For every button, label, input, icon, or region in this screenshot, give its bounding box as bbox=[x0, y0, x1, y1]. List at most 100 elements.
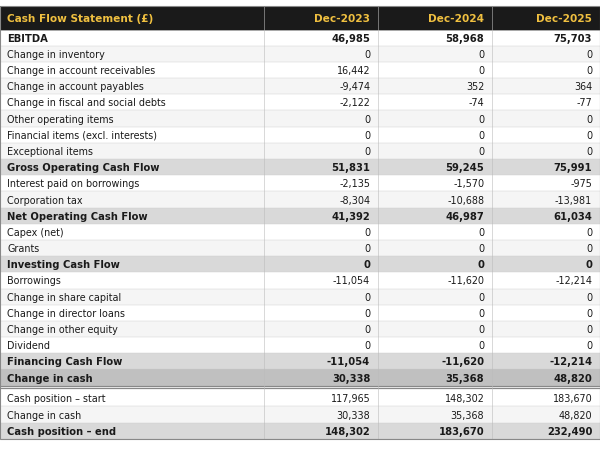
FancyBboxPatch shape bbox=[0, 127, 600, 143]
Text: Change in share capital: Change in share capital bbox=[7, 292, 121, 302]
Text: 0: 0 bbox=[478, 114, 484, 124]
Text: Borrowings: Borrowings bbox=[7, 276, 61, 286]
FancyBboxPatch shape bbox=[0, 111, 600, 127]
Text: 0: 0 bbox=[586, 114, 592, 124]
Text: 0: 0 bbox=[478, 50, 484, 60]
Text: -11,054: -11,054 bbox=[333, 276, 370, 286]
FancyBboxPatch shape bbox=[0, 95, 600, 111]
Text: 48,820: 48,820 bbox=[559, 410, 592, 420]
Text: 30,338: 30,338 bbox=[332, 373, 370, 383]
Text: Capex (net): Capex (net) bbox=[7, 228, 64, 238]
Text: Financial items (excl. interests): Financial items (excl. interests) bbox=[7, 131, 157, 141]
Text: 0: 0 bbox=[586, 340, 592, 350]
Text: 183,670: 183,670 bbox=[553, 394, 592, 404]
Text: 46,987: 46,987 bbox=[445, 211, 484, 221]
Text: -2,122: -2,122 bbox=[340, 98, 370, 108]
FancyBboxPatch shape bbox=[0, 406, 600, 423]
Text: Cash position – end: Cash position – end bbox=[7, 426, 116, 436]
Text: Dec-2025: Dec-2025 bbox=[536, 14, 592, 24]
Text: 352: 352 bbox=[466, 82, 484, 92]
Text: Financing Cash Flow: Financing Cash Flow bbox=[7, 357, 122, 367]
Text: Change in director loans: Change in director loans bbox=[7, 308, 125, 318]
FancyBboxPatch shape bbox=[0, 354, 600, 369]
Text: 75,703: 75,703 bbox=[554, 34, 592, 44]
Text: 0: 0 bbox=[364, 147, 370, 157]
Text: Change in cash: Change in cash bbox=[7, 410, 82, 420]
Text: -11,054: -11,054 bbox=[327, 357, 370, 367]
Text: 61,034: 61,034 bbox=[553, 211, 592, 221]
Text: 148,302: 148,302 bbox=[445, 394, 484, 404]
Text: Cash position – start: Cash position – start bbox=[7, 394, 106, 404]
Text: Change in account payables: Change in account payables bbox=[7, 82, 144, 92]
FancyBboxPatch shape bbox=[0, 192, 600, 208]
FancyBboxPatch shape bbox=[0, 390, 600, 406]
Text: 0: 0 bbox=[478, 228, 484, 238]
Text: Corporation tax: Corporation tax bbox=[7, 195, 83, 205]
Text: Net Operating Cash Flow: Net Operating Cash Flow bbox=[7, 211, 148, 221]
Text: 0: 0 bbox=[586, 260, 592, 270]
Text: 232,490: 232,490 bbox=[547, 426, 592, 436]
Text: Change in cash: Change in cash bbox=[7, 373, 93, 383]
FancyBboxPatch shape bbox=[0, 423, 600, 439]
Text: 0: 0 bbox=[364, 50, 370, 60]
Text: Dec-2023: Dec-2023 bbox=[314, 14, 370, 24]
Text: 0: 0 bbox=[478, 324, 484, 334]
Text: -10,688: -10,688 bbox=[447, 195, 484, 205]
Text: Dividend: Dividend bbox=[7, 340, 50, 350]
Text: -11,620: -11,620 bbox=[441, 357, 484, 367]
FancyBboxPatch shape bbox=[0, 289, 600, 305]
Text: 0: 0 bbox=[364, 228, 370, 238]
Text: 0: 0 bbox=[586, 147, 592, 157]
Text: 0: 0 bbox=[586, 131, 592, 141]
FancyBboxPatch shape bbox=[0, 305, 600, 321]
FancyBboxPatch shape bbox=[0, 224, 600, 240]
Text: -2,135: -2,135 bbox=[339, 179, 370, 189]
Text: 0: 0 bbox=[478, 340, 484, 350]
Text: 0: 0 bbox=[364, 243, 370, 253]
Text: 0: 0 bbox=[586, 292, 592, 302]
Text: 183,670: 183,670 bbox=[439, 426, 484, 436]
Text: EBITDA: EBITDA bbox=[7, 34, 48, 44]
Text: 0: 0 bbox=[364, 292, 370, 302]
FancyBboxPatch shape bbox=[0, 337, 600, 354]
Text: -74: -74 bbox=[469, 98, 484, 108]
FancyBboxPatch shape bbox=[0, 176, 600, 192]
Text: 51,831: 51,831 bbox=[331, 163, 370, 173]
Text: 0: 0 bbox=[478, 131, 484, 141]
Text: -8,304: -8,304 bbox=[339, 195, 370, 205]
Text: 0: 0 bbox=[364, 114, 370, 124]
Text: 0: 0 bbox=[478, 292, 484, 302]
Text: 0: 0 bbox=[478, 66, 484, 76]
Text: -77: -77 bbox=[577, 98, 592, 108]
FancyBboxPatch shape bbox=[0, 321, 600, 337]
Text: -1,570: -1,570 bbox=[453, 179, 484, 189]
FancyBboxPatch shape bbox=[0, 7, 600, 30]
Text: 48,820: 48,820 bbox=[553, 373, 592, 383]
Text: -12,214: -12,214 bbox=[549, 357, 592, 367]
Text: 0: 0 bbox=[364, 340, 370, 350]
Text: 0: 0 bbox=[478, 260, 484, 270]
Text: 148,302: 148,302 bbox=[325, 426, 370, 436]
FancyBboxPatch shape bbox=[0, 143, 600, 160]
Text: 46,985: 46,985 bbox=[331, 34, 370, 44]
Text: 0: 0 bbox=[586, 308, 592, 318]
Text: Interest paid on borrowings: Interest paid on borrowings bbox=[7, 179, 140, 189]
FancyBboxPatch shape bbox=[0, 208, 600, 224]
Text: 0: 0 bbox=[364, 260, 370, 270]
Text: Change in account receivables: Change in account receivables bbox=[7, 66, 155, 76]
Text: 0: 0 bbox=[586, 66, 592, 76]
Text: 58,968: 58,968 bbox=[445, 34, 484, 44]
Text: Change in fiscal and social debts: Change in fiscal and social debts bbox=[7, 98, 166, 108]
Text: 0: 0 bbox=[478, 243, 484, 253]
Text: 75,991: 75,991 bbox=[554, 163, 592, 173]
Text: 0: 0 bbox=[586, 228, 592, 238]
Text: -9,474: -9,474 bbox=[339, 82, 370, 92]
Text: 59,245: 59,245 bbox=[445, 163, 484, 173]
Text: Gross Operating Cash Flow: Gross Operating Cash Flow bbox=[7, 163, 160, 173]
FancyBboxPatch shape bbox=[0, 47, 600, 63]
Text: -975: -975 bbox=[571, 179, 592, 189]
Text: 35,368: 35,368 bbox=[451, 410, 484, 420]
Text: 30,338: 30,338 bbox=[337, 410, 370, 420]
Text: 0: 0 bbox=[586, 50, 592, 60]
Text: Change in other equity: Change in other equity bbox=[7, 324, 118, 334]
